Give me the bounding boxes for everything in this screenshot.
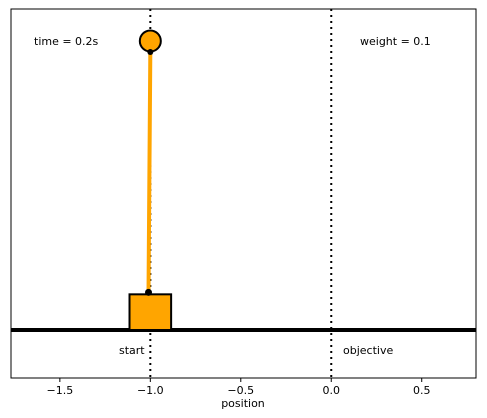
pendulum-pole [146, 50, 153, 295]
axes-frame [10, 8, 477, 379]
x-tick-label: −1.0 [137, 384, 164, 397]
x-tick-label: 0.5 [413, 384, 431, 397]
pivot-joint [145, 288, 153, 296]
x-tick-label: −1.5 [46, 384, 73, 397]
time-annotation: time = 0.2s [34, 35, 99, 48]
bob-joint [147, 49, 154, 55]
x-tick-label: 0.0 [323, 384, 341, 397]
weight-annotation: weight = 0.1 [360, 35, 431, 48]
x-tick-label: −0.5 [227, 384, 254, 397]
x-axis-label: position [221, 397, 265, 410]
pendulum-bob [138, 29, 162, 53]
start-label: start [119, 344, 145, 357]
cart [128, 293, 173, 332]
objective-label: objective [343, 344, 393, 357]
